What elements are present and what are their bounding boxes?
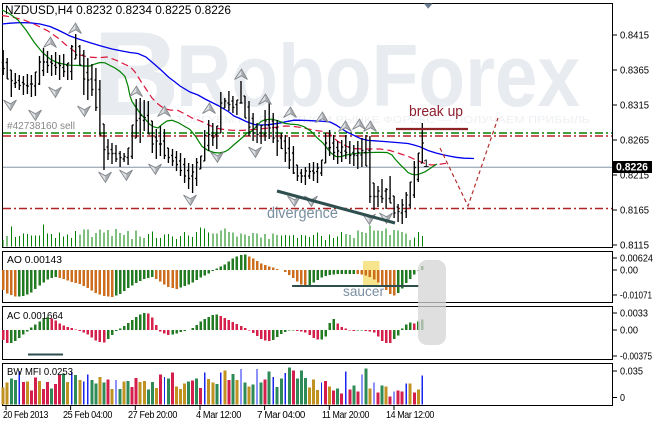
svg-text:divergence: divergence — [267, 205, 338, 222]
svg-text:27 Feb 20:00: 27 Feb 20:00 — [128, 410, 178, 421]
svg-text:BW MFI 0.0253: BW MFI 0.0253 — [7, 366, 73, 378]
svg-text:0.035: 0.035 — [620, 366, 643, 378]
svg-text:0.8265: 0.8265 — [620, 135, 649, 147]
svg-text:0.00: 0.00 — [620, 265, 638, 277]
svg-text:0.00624: 0.00624 — [620, 253, 653, 265]
svg-text:0.8315: 0.8315 — [620, 100, 649, 112]
svg-text:7 Mar 04:00: 7 Mar 04:00 — [257, 410, 306, 421]
svg-text:20 Feb 2013: 20 Feb 2013 — [3, 410, 49, 421]
svg-text:0.00: 0.00 — [620, 325, 638, 337]
svg-text:#42738160 sell: #42738160 sell — [7, 120, 75, 132]
svg-text:saucer: saucer — [343, 283, 384, 299]
svg-text:0: 0 — [620, 392, 625, 404]
svg-text:break up: break up — [409, 103, 463, 120]
svg-text:1: 1 — [423, 158, 429, 170]
svg-text:0.8415: 0.8415 — [620, 30, 649, 42]
svg-text:AC 0.001664: AC 0.001664 — [7, 310, 63, 322]
svg-text:4 Mar 12:00: 4 Mar 12:00 — [196, 410, 242, 421]
svg-text:0.8165: 0.8165 — [620, 205, 649, 217]
svg-text:AO 0.00143: AO 0.00143 — [7, 254, 62, 266]
svg-text:0.8365: 0.8365 — [620, 65, 649, 77]
svg-text:ТОРГУЕМ НА ВАЛЮТНОМ РЫНКЕ ФОРЕ: ТОРГУЕМ НА ВАЛЮТНОМ РЫНКЕ ФОРЕКС — ПОЛУЧ… — [176, 114, 590, 126]
svg-text:0.8115: 0.8115 — [620, 240, 649, 252]
svg-text:-0.00375: -0.00375 — [620, 351, 652, 363]
svg-text:0.0033: 0.0033 — [620, 308, 648, 320]
svg-text:14 Mar 12:00: 14 Mar 12:00 — [386, 410, 435, 421]
svg-text:0.8226: 0.8226 — [616, 162, 648, 174]
svg-text:25 Feb 04:00: 25 Feb 04:00 — [63, 410, 113, 421]
svg-text:-0.01071: -0.01071 — [620, 290, 652, 302]
svg-text:NZDUSD,H4 0.8232 0.8234 0.822: NZDUSD,H4 0.8232 0.8234 0.8225 0.8226 — [5, 5, 231, 17]
svg-text:11 Mar 20:00: 11 Mar 20:00 — [322, 410, 370, 421]
